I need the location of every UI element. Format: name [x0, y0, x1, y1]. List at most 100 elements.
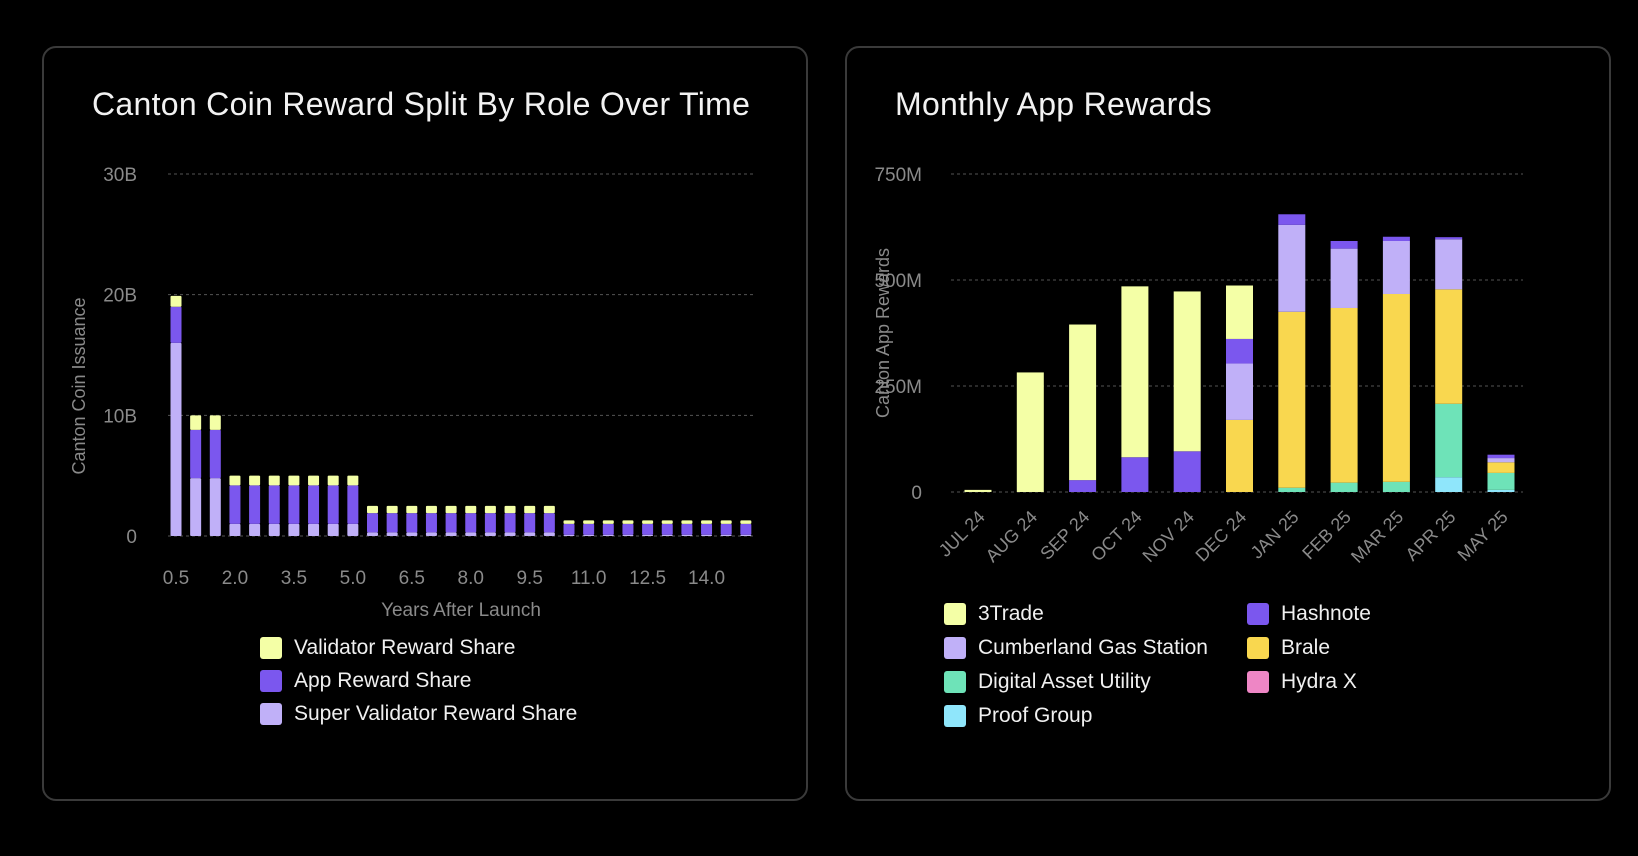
bar-segment [347, 475, 359, 486]
chart-title: Canton Coin Reward Split By Role Over Ti… [92, 86, 751, 122]
bar-segment [1278, 224, 1306, 312]
bar-segment [170, 342, 182, 536]
legend-label: Hashnote [1281, 602, 1371, 625]
bar-segment [367, 505, 378, 514]
x-tick-label: AUG 24 [982, 507, 1041, 566]
bar-segment [543, 505, 555, 514]
bar-segment [425, 513, 437, 533]
bar-segment [425, 505, 437, 514]
x-tick-label: 5.0 [340, 568, 366, 589]
legend-item: Brale [1247, 636, 1330, 660]
legend-label: Brale [1281, 636, 1331, 659]
bar-segment [740, 523, 752, 535]
bar-segment [622, 523, 634, 535]
bar-segment [1487, 454, 1515, 459]
legend-label: Cumberland Gas Station [978, 636, 1208, 659]
bar-segment [170, 295, 182, 307]
bar-segment [964, 489, 992, 492]
legend-item: 3Trade [944, 602, 1044, 626]
bar-segment [1435, 477, 1463, 492]
y-tick-label: 750M [874, 165, 922, 186]
bar-segment [268, 485, 280, 524]
bar-segment [622, 534, 634, 536]
legend-item: Cumberland Gas Station [944, 636, 1208, 660]
bar-segment [740, 534, 752, 536]
bar-segment [445, 532, 457, 536]
bar-segment [190, 478, 202, 536]
bar-segment [1121, 286, 1149, 458]
y-tick-label: 0 [911, 483, 922, 504]
y-axis-label: Canton Coin Issuance [69, 297, 89, 474]
bar-segment [229, 485, 241, 524]
bar-segment [249, 475, 261, 486]
reward-split-chart: 0 10B 20B 30B Canton Coin Issuance Years Afte… [69, 165, 754, 621]
bar-segment [386, 505, 398, 514]
legend-swatch [944, 637, 966, 659]
bar-segment [563, 523, 575, 535]
bar-segment [1435, 239, 1463, 290]
bar-segment [1121, 457, 1149, 492]
bar-segment [602, 534, 614, 536]
legend-item: Super Validator Reward Share [260, 702, 577, 726]
bar-segment [1435, 237, 1463, 240]
bar-segment [1173, 451, 1201, 492]
bar-segment [1330, 240, 1358, 249]
bar-segment [425, 532, 437, 536]
bar-segment [1330, 307, 1358, 483]
bar-segment [367, 532, 378, 536]
legend-item: Hydra X [1247, 670, 1357, 694]
legend-label: 3Trade [978, 602, 1044, 625]
bar-segment [465, 505, 477, 514]
bar-segment [327, 523, 339, 536]
bar-segment [583, 534, 595, 536]
bar-segment [720, 520, 732, 524]
y-tick-label: 250M [874, 377, 922, 398]
x-axis-label: Years After Launch [381, 600, 541, 621]
bar-segment [1487, 458, 1515, 463]
legend-item: Hashnote [1247, 602, 1371, 626]
bar-segment [681, 534, 693, 536]
bar-segment [701, 523, 713, 535]
x-tick-label: 3.5 [281, 568, 307, 589]
legend-swatch [944, 705, 966, 727]
bar-segment [484, 513, 496, 533]
legend-swatch [1247, 671, 1269, 693]
legend-label: Proof Group [978, 704, 1093, 727]
bar-segment [642, 534, 654, 536]
bar-segment [524, 532, 536, 536]
bar-segment [288, 485, 300, 524]
y-tick-label: 10B [103, 406, 137, 427]
bar-segment [1487, 489, 1515, 492]
bar-segment [543, 532, 555, 536]
bar-segment [1382, 240, 1410, 294]
legend-swatch [260, 670, 282, 692]
bar-segment [308, 523, 320, 536]
x-tick-label: 12.5 [629, 568, 666, 589]
bar-segment [1487, 462, 1515, 473]
bar-segment [465, 513, 477, 533]
legend-label: Hydra X [1281, 670, 1357, 693]
bar-segment [524, 513, 536, 533]
x-tick-label: MAY 25 [1454, 507, 1512, 565]
bar-segment [190, 415, 202, 430]
bar-segment [740, 520, 752, 524]
bar-segment [327, 475, 339, 486]
bar-segment [1226, 285, 1253, 339]
bar-segment [406, 513, 418, 533]
x-tick-label: 9.5 [516, 568, 542, 589]
y-tick-label: 0 [126, 527, 137, 548]
x-tick-label: FEB 25 [1298, 507, 1355, 564]
legend-label: Validator Reward Share [294, 636, 516, 659]
bar-segment [661, 534, 673, 536]
bar-segment [563, 534, 575, 536]
bar-segment [1278, 487, 1306, 492]
bar-segment [1173, 291, 1201, 452]
app-rewards-chart: 0 250M 500M 750M Canton App Rewards JUL 24AUG… [873, 165, 1523, 567]
x-tick-label: 6.5 [399, 568, 425, 589]
bar-segment [602, 523, 614, 535]
bar-segment [406, 505, 418, 514]
legend-item: Validator Reward Share [260, 636, 515, 660]
bar-segment [386, 532, 398, 536]
bar-segment [465, 532, 477, 536]
bar-segment [504, 505, 516, 514]
